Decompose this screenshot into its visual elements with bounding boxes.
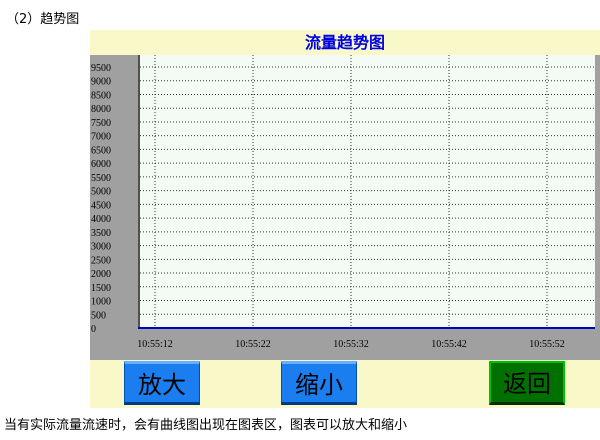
chart-title: 流量趋势图 xyxy=(304,33,385,52)
zoom-out-button[interactable]: 缩小 xyxy=(281,361,357,405)
x-tick-label: 10:55:22 xyxy=(235,339,271,350)
caption: 当有实际流量流速时，会有曲线图出现在图表区，图表可以放大和缩小 xyxy=(4,418,408,433)
y-tick-label: 4500 xyxy=(91,200,111,211)
y-tick-label: 3500 xyxy=(91,228,111,239)
y-tick-label: 6000 xyxy=(91,159,111,170)
y-tick-label: 7500 xyxy=(91,118,111,129)
back-button[interactable]: 返回 xyxy=(489,361,565,405)
x-tick-label: 10:55:12 xyxy=(137,339,173,350)
x-tick-label: 10:55:52 xyxy=(529,339,565,350)
x-tick-label: 10:55:42 xyxy=(431,339,467,350)
y-tick-label: 0 xyxy=(91,324,96,335)
y-tick-label: 9000 xyxy=(91,77,111,88)
section-heading: （2）趋势图 xyxy=(6,12,80,27)
plot-area xyxy=(138,55,595,328)
trend-chart: 0 500 1000 1500 2000 2500 3000 3500 4000 4500 5000… xyxy=(90,55,600,360)
y-tick-label: 4000 xyxy=(91,214,111,225)
y-tick-label: 2000 xyxy=(91,269,111,280)
chart-svg: 0 500 1000 1500 2000 2500 3000 3500 4000 4500 5000… xyxy=(91,55,595,350)
y-tick-label: 1000 xyxy=(91,297,111,308)
y-tick-label: 3000 xyxy=(91,242,111,253)
x-tick-label: 10:55:32 xyxy=(333,339,369,350)
y-tick-label: 6500 xyxy=(91,145,111,156)
y-tick-label: 9500 xyxy=(91,63,111,74)
y-tick-label: 8000 xyxy=(91,104,111,115)
y-tick-label: 7000 xyxy=(91,132,111,143)
y-tick-label: 1500 xyxy=(91,283,111,294)
y-tick-label: 2500 xyxy=(91,255,111,266)
trend-panel: 流量趋势图 0 500 1000 1500 2000 2500 3000 3500 4000 45… xyxy=(90,30,600,408)
y-tick-label: 5500 xyxy=(91,173,111,184)
y-tick-label: 500 xyxy=(91,310,106,321)
zoom-in-button[interactable]: 放大 xyxy=(124,361,200,405)
y-tick-label: 8500 xyxy=(91,90,111,101)
y-tick-label: 5000 xyxy=(91,187,111,198)
